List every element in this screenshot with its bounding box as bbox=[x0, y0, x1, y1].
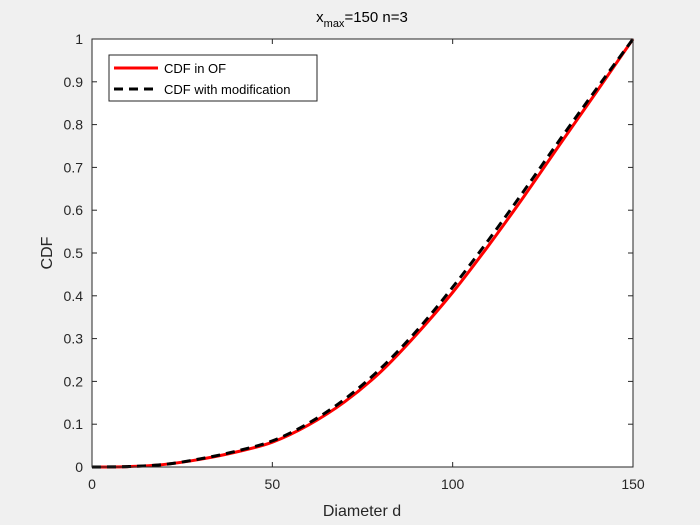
y-tick-label: 0.7 bbox=[64, 159, 84, 175]
y-tick-label: 0.1 bbox=[64, 416, 84, 432]
series-layer bbox=[91, 38, 635, 469]
x-tick-label: 50 bbox=[265, 476, 281, 492]
legend-box bbox=[108, 54, 318, 102]
legend-label-cdf-in-of: CDF in OF bbox=[164, 61, 226, 76]
legend-label-cdf-with-modification: CDF with modification bbox=[164, 82, 290, 97]
y-tick-label: 0.3 bbox=[64, 331, 84, 347]
y-tick-label: 1 bbox=[75, 31, 83, 47]
title-rest: =150 n=3 bbox=[344, 9, 407, 26]
x-tick-label: 100 bbox=[441, 476, 465, 492]
y-tick-label: 0 bbox=[75, 459, 83, 475]
chart-title: xmax=150 n=3 bbox=[316, 9, 408, 30]
series-line-cdf-with-modification bbox=[91, 38, 635, 469]
y-tick-label: 0.9 bbox=[64, 74, 84, 90]
ticks-layer: 0 50 100 150 0 0.1 0.2 0.3 0.4 0.5 0.6 0.7 0.8 0.9 1 bbox=[64, 31, 645, 492]
legend: CDF in OF CDF with modification bbox=[108, 54, 318, 102]
x-axis-label: Diameter d bbox=[323, 503, 401, 520]
x-tick-label: 0 bbox=[88, 476, 96, 492]
y-axis-label: CDF bbox=[39, 236, 56, 269]
x-tick-label: 150 bbox=[621, 476, 645, 492]
y-tick-label: 0.8 bbox=[64, 117, 84, 133]
y-tick-label: 0.5 bbox=[64, 245, 84, 261]
plot-area bbox=[92, 39, 633, 467]
y-tick-label: 0.2 bbox=[64, 373, 84, 389]
y-tick-label: 0.6 bbox=[64, 202, 84, 218]
title-base: x bbox=[316, 9, 324, 26]
title-subscript: max bbox=[324, 18, 345, 30]
y-tick-label: 0.4 bbox=[64, 288, 84, 304]
